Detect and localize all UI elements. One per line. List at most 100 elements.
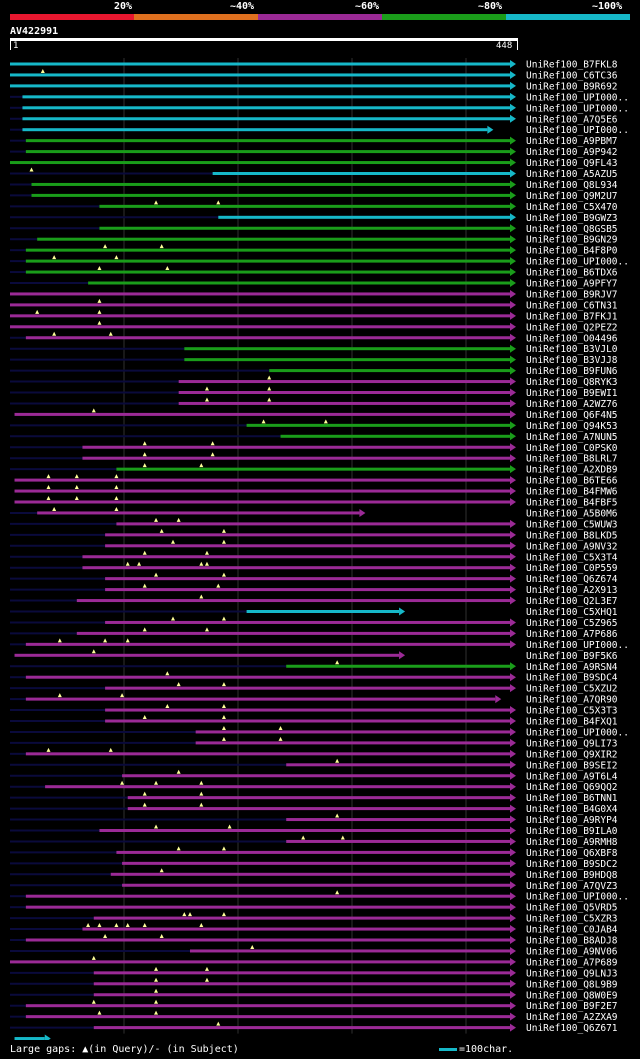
hit-segment-bar xyxy=(22,128,488,132)
hit-label: UniRef100_B9GWZ3 xyxy=(526,213,618,224)
gap-marker xyxy=(204,397,209,402)
ruler-start-label: 1 xyxy=(13,41,19,51)
hit-label: UniRef100_B9GN29 xyxy=(526,235,618,246)
hit-segment-bar xyxy=(105,533,510,537)
hit-segment-bar xyxy=(25,642,511,646)
hit-segment-arrow xyxy=(510,563,516,572)
gap-marker xyxy=(221,725,226,730)
gap-marker xyxy=(210,441,215,446)
gap-marker xyxy=(176,517,181,522)
hit-segment-bar xyxy=(82,445,511,449)
hit-segment-bar xyxy=(10,325,510,329)
gap-marker xyxy=(323,419,328,424)
gap-marker xyxy=(35,309,40,314)
hit-label: UniRef100_Q5VRD5 xyxy=(526,903,618,914)
hit-label: UniRef100_Q9LI73 xyxy=(526,738,618,749)
gap-marker xyxy=(159,934,164,938)
gap-marker xyxy=(221,912,226,917)
gap-marker xyxy=(204,550,209,555)
hit-label: UniRef100_Q2L3E7 xyxy=(526,596,618,607)
hit-segment-bar xyxy=(10,84,510,88)
hit-segment-arrow xyxy=(510,300,516,309)
gap-marker xyxy=(142,923,147,928)
hit-segment-bar xyxy=(110,872,511,876)
hit-label: UniRef100_UPI000.. xyxy=(526,92,629,103)
gap-marker xyxy=(86,923,91,928)
hit-segment-arrow xyxy=(510,596,516,605)
hit-label: UniRef100_A9RMH8 xyxy=(526,837,618,848)
gap-marker xyxy=(176,769,181,774)
hit-label: UniRef100_B9FUN6 xyxy=(526,366,618,377)
gap-marker xyxy=(301,835,306,840)
hit-segment-bar xyxy=(122,861,511,865)
gap-marker xyxy=(74,496,79,500)
gap-marker xyxy=(125,638,130,643)
hit-label: UniRef100_C0JAB4 xyxy=(526,925,618,936)
gap-marker xyxy=(204,386,209,391)
hit-segment-bar xyxy=(25,697,496,701)
gap-marker xyxy=(210,452,215,457)
hit-segment-arrow xyxy=(510,892,516,901)
hit-segment-arrow xyxy=(510,70,516,79)
hit-segment-arrow xyxy=(510,432,516,441)
gap-marker xyxy=(199,802,204,807)
gap-marker xyxy=(142,550,147,555)
hit-segment-arrow xyxy=(510,421,516,430)
hit-segment-arrow xyxy=(510,333,516,342)
hit-segment-bar xyxy=(122,774,511,778)
gap-marker xyxy=(221,572,226,577)
hit-segment-bar xyxy=(280,434,510,438)
hit-segment-bar xyxy=(10,62,510,66)
gap-marker xyxy=(103,638,108,643)
hit-segment-bar xyxy=(10,303,510,307)
hit-segment-arrow xyxy=(510,760,516,769)
hit-segment-arrow xyxy=(510,530,516,539)
hit-label: UniRef100_B8LRL7 xyxy=(526,454,618,465)
gap-marker xyxy=(103,934,108,938)
hit-segment-bar xyxy=(93,993,511,997)
gap-marker xyxy=(114,474,119,479)
gap-marker xyxy=(278,736,283,741)
hit-segment-bar xyxy=(14,478,511,482)
hit-segment-arrow xyxy=(510,914,516,923)
hit-segment-bar xyxy=(22,95,510,99)
gap-marker xyxy=(97,923,102,928)
hit-label: UniRef100_B4FXQ1 xyxy=(526,717,618,728)
gap-marker xyxy=(182,912,187,917)
hit-segment-bar xyxy=(25,150,511,154)
gap-marker xyxy=(142,802,147,807)
hit-label: UniRef100_B7FKL8 xyxy=(526,60,618,71)
hit-segment-bar xyxy=(105,577,510,581)
gap-marker xyxy=(97,298,102,303)
hit-label: UniRef100_UPI000.. xyxy=(526,727,629,738)
hit-segment-arrow xyxy=(510,837,516,846)
hit-label: UniRef100_A2ZXA9 xyxy=(526,1012,618,1023)
hit-segment-bar xyxy=(246,610,400,613)
hit-segment-arrow xyxy=(510,859,516,868)
hit-label: UniRef100_Q8L934 xyxy=(526,180,618,191)
hit-segment-bar xyxy=(286,664,510,668)
hit-segment-bar xyxy=(25,938,511,942)
hit-segment-arrow xyxy=(510,673,516,682)
gap-marker xyxy=(165,704,170,709)
scale-label-40: ~40% xyxy=(230,1,255,12)
hit-segment-bar xyxy=(105,620,510,624)
hit-segment-arrow xyxy=(510,322,516,331)
gap-marker xyxy=(267,375,272,380)
hit-segment-arrow xyxy=(495,695,502,704)
hit-segment-arrow xyxy=(510,749,516,758)
gap-marker xyxy=(171,539,176,544)
hit-segment-bar xyxy=(127,807,511,811)
hit-segment-bar xyxy=(195,741,510,745)
hit-segment-bar xyxy=(93,1026,511,1030)
ruler-tick-start xyxy=(10,38,11,50)
query-ruler: 1 448 xyxy=(10,38,518,54)
ruler-tick-end xyxy=(517,38,518,50)
hit-label: UniRef100_B3VJJ8 xyxy=(526,355,618,366)
gap-marker xyxy=(221,715,226,719)
hit-segment-bar xyxy=(127,796,511,800)
gap-marker xyxy=(142,627,147,632)
gap-marker xyxy=(97,309,102,314)
hit-segment-arrow xyxy=(510,289,516,298)
